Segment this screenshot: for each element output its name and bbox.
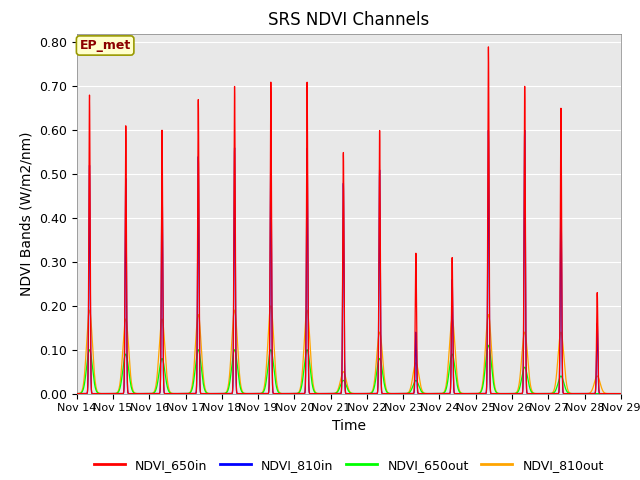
- Legend: NDVI_650in, NDVI_810in, NDVI_650out, NDVI_810out: NDVI_650in, NDVI_810in, NDVI_650out, NDV…: [89, 454, 609, 477]
- Text: EP_met: EP_met: [79, 39, 131, 52]
- Title: SRS NDVI Channels: SRS NDVI Channels: [268, 11, 429, 29]
- Y-axis label: NDVI Bands (W/m2/nm): NDVI Bands (W/m2/nm): [20, 132, 33, 296]
- X-axis label: Time: Time: [332, 419, 366, 433]
